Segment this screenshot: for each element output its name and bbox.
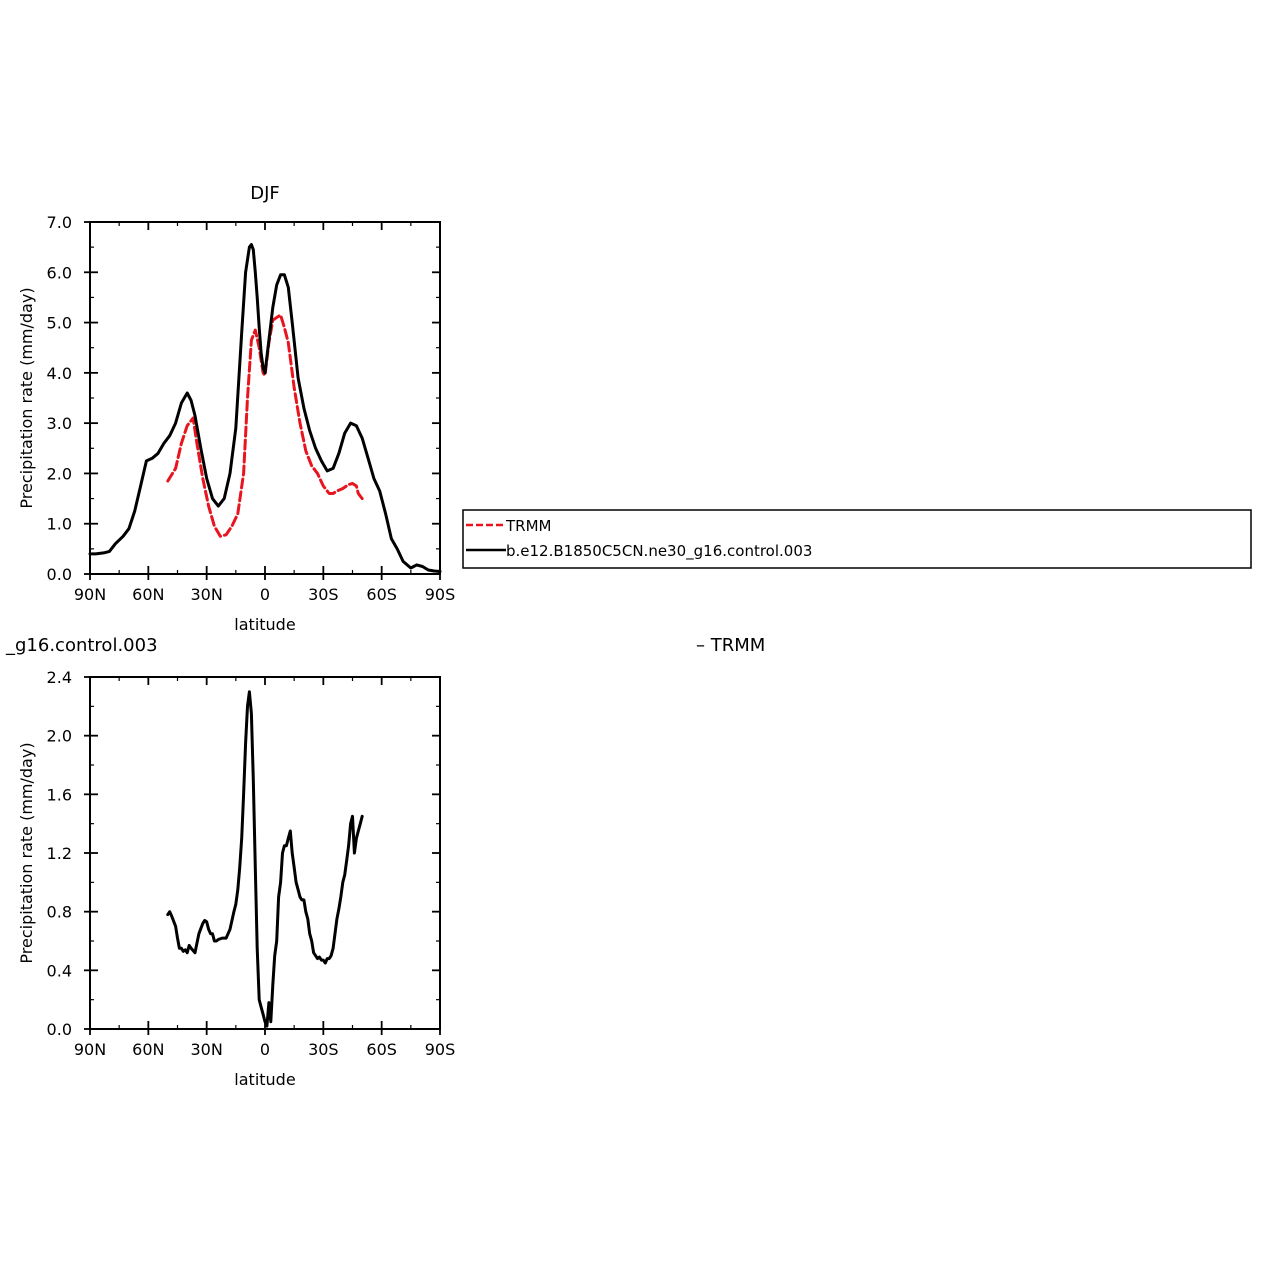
y-tick-label: 6.0 (47, 263, 72, 282)
x-tick-label: 30N (191, 1040, 223, 1059)
y-tick-label: 1.0 (47, 515, 72, 534)
y-tick-label: 3.0 (47, 414, 72, 433)
panel-title-right: – TRMM (696, 635, 765, 656)
series-group-bottom (166, 690, 364, 1028)
x-axis-label-bottom: latitude (234, 1070, 295, 1089)
plot-frame-bottom (89, 676, 441, 1030)
legend-label-model: b.e12.B1850C5CN.ne30_g16.control.003 (506, 542, 812, 561)
y-axis-label-bottom: Precipitation rate (mm/day) (17, 742, 36, 963)
x-tick-label: 30S (308, 1040, 339, 1059)
x-tick-label: 30S (308, 585, 339, 604)
x-tick-label: 90N (74, 1040, 106, 1059)
series-line-model (166, 690, 364, 1028)
y-tick-label: 0.0 (47, 565, 72, 584)
y-tick-label: 5.0 (47, 314, 72, 333)
y-tick-label: 1.2 (47, 844, 72, 863)
tick-group-top: 90N 60N 30N 0 30S 60S 90S 0.0 1.0 2.0 3.0 4.0 5.0 6.0… (47, 213, 456, 604)
y-axis-label-top: Precipitation rate (mm/day) (17, 287, 36, 508)
y-tick-label: 2.0 (47, 464, 72, 483)
y-tick-label: 0.4 (47, 961, 72, 980)
x-tick-label: 90N (74, 585, 106, 604)
x-tick-label: 90S (425, 585, 456, 604)
x-tick-label: 0 (260, 1040, 270, 1059)
legend-box (462, 509, 1252, 569)
x-tick-label: 90S (425, 1040, 456, 1059)
panel-title-left: _g16.control.003 (5, 635, 158, 656)
x-tick-label: 30N (191, 585, 223, 604)
x-tick-label: 60N (132, 585, 164, 604)
y-tick-label: 2.0 (47, 727, 72, 746)
y-tick-label: 0.8 (47, 903, 72, 922)
difference-panel: _g16.control.003 – TRMM 90N 60N 30N 0 30S 60S… (5, 635, 765, 1089)
y-tick-label: 7.0 (47, 213, 72, 232)
y-tick-label: 0.0 (47, 1020, 72, 1039)
djf-panel: DJF 90N 60N 30N 0 30S 60S 90S 0.0 1.0 2.0 3.0 4.0 5.… (17, 183, 455, 634)
y-tick-label: 1.6 (47, 785, 72, 804)
y-tick-label: 4.0 (47, 364, 72, 383)
x-tick-label: 60N (132, 1040, 164, 1059)
y-tick-label: 2.4 (47, 668, 72, 687)
panel-title-djf: DJF (250, 183, 280, 204)
legend-label-trmm: TRMM (505, 517, 551, 535)
series-line-model (88, 243, 442, 573)
tick-group-bottom: 90N 60N 30N 0 30S 60S 90S 0.0 0.4 0.8 1.2 1.6 2.0 2.4 (47, 668, 456, 1059)
x-axis-label-top: latitude (234, 615, 295, 634)
x-tick-label: 60S (366, 1040, 397, 1059)
x-tick-label: 0 (260, 585, 270, 604)
series-group-top (88, 243, 442, 573)
x-tick-label: 60S (366, 585, 397, 604)
legend: TRMM b.e12.B1850C5CN.ne30_g16.control.00… (462, 509, 1252, 569)
